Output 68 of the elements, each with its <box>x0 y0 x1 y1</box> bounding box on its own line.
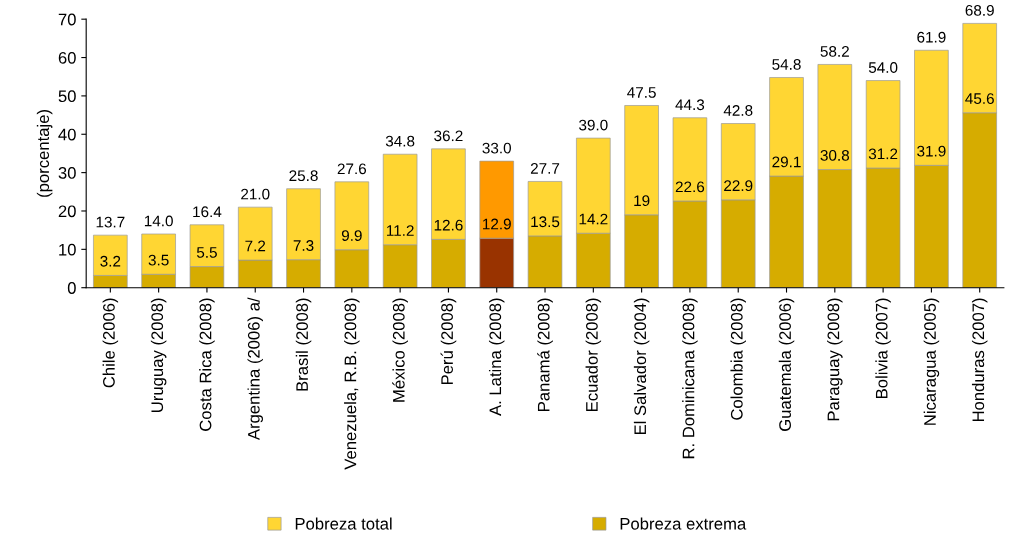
x-tick-label: A. Latina (2008) <box>488 298 505 416</box>
data-label: 45.6 <box>965 93 994 104</box>
total-label: 47.5 <box>627 87 656 98</box>
y-tick-label: 10 <box>59 243 76 256</box>
total-label: 33.0 <box>482 142 511 154</box>
x-tick-label: Nicaragua (2005) <box>923 298 940 425</box>
x-tick-label: Venezuela, R.B. (2008) <box>344 298 360 470</box>
y-axis-title: (porcentaje) <box>36 110 53 197</box>
y-tick-label: 30 <box>58 167 76 179</box>
x-tick-label: Costa Rica (2008) <box>199 298 215 431</box>
data-label: 3.2 <box>100 255 121 267</box>
total-label: 13.7 <box>96 216 125 228</box>
total-label: 25.8 <box>289 170 318 182</box>
data-label: 5.5 <box>196 247 217 258</box>
x-tick-label: Panamá (2008) <box>537 298 553 411</box>
total-label: 44.3 <box>675 99 705 111</box>
data-label: 3.5 <box>148 254 169 266</box>
legend-label: Pobreza total <box>295 517 392 530</box>
y-tick-label: 70 <box>58 13 76 26</box>
x-tick-label: México (2008) <box>392 298 408 402</box>
y-tick-label: 0 <box>67 282 76 294</box>
total-label: 21.0 <box>241 188 270 200</box>
data-label: 30.8 <box>820 149 850 161</box>
x-tick-label: Bolivia (2007) <box>875 298 891 398</box>
x-tick-label: Paraguay (2008) <box>827 298 843 421</box>
total-label: 54.0 <box>868 62 898 73</box>
total-label: 61.9 <box>917 31 946 43</box>
total-label: 34.8 <box>385 135 415 147</box>
x-tick-label: Argentina (2006) a/ <box>247 297 263 441</box>
y-tick-label: 50 <box>58 90 76 103</box>
data-label: 22.9 <box>724 180 753 192</box>
x-tick-label: El Salvador (2004) <box>633 298 650 435</box>
x-tick-label: R. Dominicana (2008) <box>682 298 698 459</box>
x-tick-label: Honduras (2007) <box>971 298 988 422</box>
data-label: 31.9 <box>917 145 946 157</box>
total-label: 42.8 <box>723 105 753 116</box>
data-label: 13.5 <box>531 216 560 228</box>
data-label: 12.6 <box>434 219 463 231</box>
data-label: 31.2 <box>868 148 898 160</box>
total-label: 54.8 <box>772 59 801 70</box>
y-tick-label: 20 <box>58 205 76 218</box>
x-tick-label: Colombia (2008) <box>730 298 746 420</box>
total-label: 27.7 <box>530 163 560 174</box>
y-tick-label: 60 <box>58 51 76 64</box>
total-label: 58.2 <box>820 46 849 57</box>
legend-label: Pobreza extrema <box>620 517 747 530</box>
data-label: 29.1 <box>772 156 801 168</box>
data-label: 7.3 <box>293 240 314 251</box>
data-label: 19 <box>634 195 650 207</box>
x-tick-label: Ecuador (2008) <box>585 298 602 411</box>
data-label: 12.9 <box>483 218 511 230</box>
total-label: 16.4 <box>193 206 222 218</box>
data-label: 9.9 <box>341 230 362 241</box>
x-tick-label: Uruguay (2008) <box>150 298 167 412</box>
total-label: 39.0 <box>579 119 608 131</box>
x-tick-label: Brasil (2008) <box>295 298 312 391</box>
total-label: 14.0 <box>144 215 173 227</box>
total-label: 36.2 <box>434 130 463 142</box>
data-label: 14.2 <box>579 213 608 225</box>
total-label: 68.9 <box>965 4 994 16</box>
x-tick-label: Perú (2008) <box>440 298 457 385</box>
y-tick-label: 40 <box>58 128 76 141</box>
x-tick-label: Guatemala (2006) <box>778 298 795 431</box>
data-label: 11.2 <box>386 225 414 236</box>
x-tick-label: Chile (2006) <box>102 298 119 388</box>
total-label: 27.6 <box>337 163 367 175</box>
data-label: 7.2 <box>245 240 266 252</box>
data-label: 22.6 <box>675 181 705 193</box>
